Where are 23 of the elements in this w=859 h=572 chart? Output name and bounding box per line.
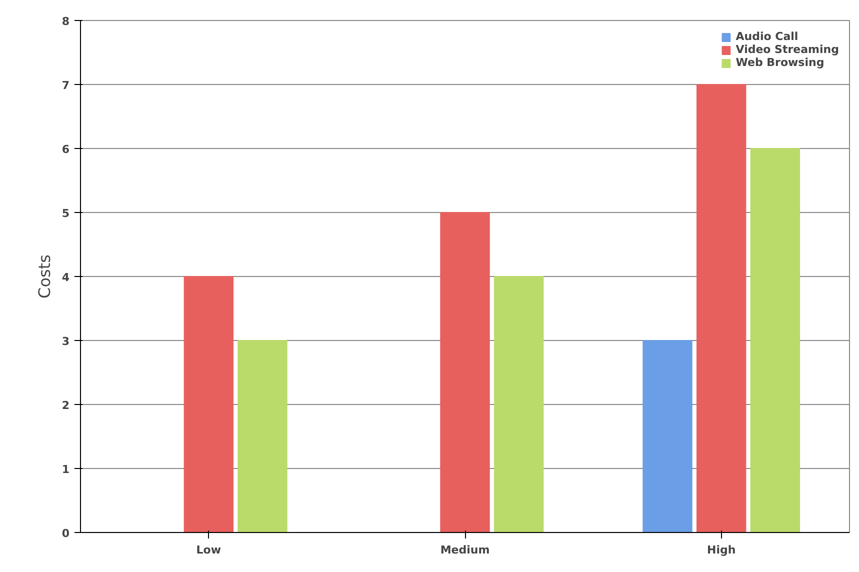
x-tick-label: High bbox=[706, 544, 736, 556]
bar bbox=[750, 148, 800, 532]
y-tick-label: 8 bbox=[62, 15, 70, 28]
y-tick-label: 0 bbox=[62, 527, 70, 540]
y-tick-label: 3 bbox=[62, 335, 70, 348]
x-tick-label: Medium bbox=[440, 544, 490, 556]
y-tick-label: 6 bbox=[62, 143, 70, 156]
bar bbox=[642, 340, 692, 532]
y-tick-label: 7 bbox=[62, 79, 70, 92]
y-tick-label: 4 bbox=[62, 271, 70, 284]
legend-label: Web Browsing bbox=[736, 56, 824, 69]
bar bbox=[184, 276, 234, 532]
y-tick-label: 1 bbox=[62, 463, 70, 476]
bar bbox=[238, 340, 288, 532]
x-tick-label: Low bbox=[196, 544, 222, 556]
y-tick-label: 5 bbox=[62, 207, 70, 220]
bar bbox=[440, 212, 490, 532]
y-axis-title: Costs bbox=[34, 254, 54, 298]
legend-label: Video Streaming bbox=[736, 43, 839, 56]
y-tick-label: 2 bbox=[62, 399, 70, 412]
bar bbox=[494, 276, 544, 532]
bar bbox=[696, 84, 746, 532]
legend-label: Audio Call bbox=[736, 30, 798, 43]
